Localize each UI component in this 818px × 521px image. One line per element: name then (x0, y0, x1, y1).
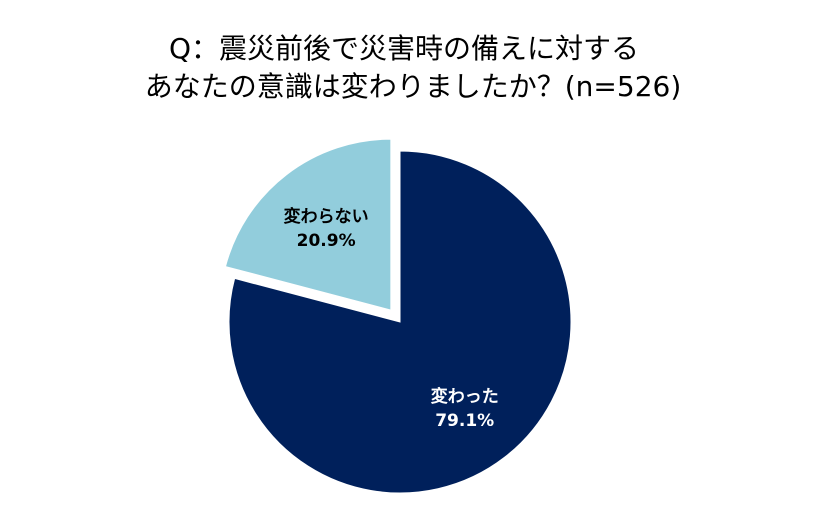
pie-slice-label-1: 変わらない 20.9% (284, 206, 369, 251)
chart-title: Q：震災前後で災害時の備えに対する あなたの意識は変わりましたか？(n=526) (0, 30, 818, 106)
pie-labels: 変わった 79.1% 変わらない 20.9% (284, 206, 499, 431)
pie-slice-label-0: 変わった 79.1% (431, 386, 499, 431)
pie-slice-1 (224, 138, 392, 311)
pie-slice-category-0: 変わった (431, 386, 499, 407)
pie-slices (224, 138, 572, 494)
chart-title-line-2: あなたの意識は変わりましたか？(n=526) (144, 70, 682, 103)
pie-slice-value-0: 79.1% (435, 411, 494, 431)
pie-slice-value-1: 20.9% (297, 231, 356, 251)
chart-title-line-1: Q：震災前後で災害時の備えに対する (168, 32, 640, 65)
pie-slice-category-1: 変わらない (284, 206, 369, 227)
pie-slice-0 (228, 150, 572, 494)
